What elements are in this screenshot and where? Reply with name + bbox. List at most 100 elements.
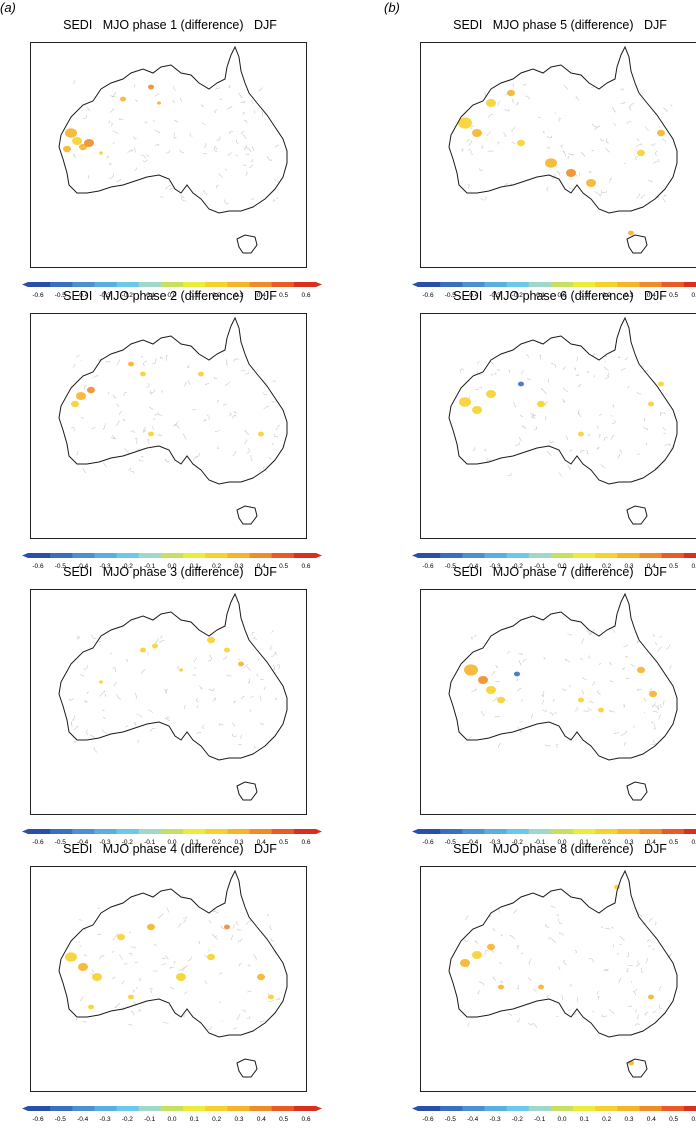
colorbar-tick-label: -0.3 xyxy=(489,292,501,299)
colorbar-tick-label: -0.1 xyxy=(534,563,546,570)
australia-coastline xyxy=(58,316,288,485)
tasmania-coastline xyxy=(236,505,258,525)
colorbar-segment xyxy=(94,553,118,558)
difference-patch xyxy=(224,924,230,930)
colorbar-segment xyxy=(661,829,685,834)
colorbar-segment xyxy=(462,829,485,834)
difference-patch xyxy=(464,664,478,676)
colorbar-tick-label: -0.5 xyxy=(55,839,67,846)
colorbar-segment xyxy=(116,1106,140,1111)
colorbar-segment xyxy=(227,553,251,558)
colorbar-tick-label: 0.6 xyxy=(691,839,696,846)
difference-patch xyxy=(497,696,505,704)
difference-patch xyxy=(99,151,103,155)
colorbar-tick-label: 0.1 xyxy=(580,839,589,846)
colorbar-tick-label: 0.0 xyxy=(557,292,566,299)
colorbar-segment xyxy=(528,282,552,287)
colorbar-tick-label: 0.3 xyxy=(624,563,633,570)
difference-patch xyxy=(128,361,134,367)
colorbar-segment xyxy=(271,282,295,287)
colorbar-tick-label: 0.2 xyxy=(212,1116,221,1123)
colorbar-segment xyxy=(72,553,95,558)
column-label: (b) xyxy=(384,0,400,15)
tasmania-coastline xyxy=(626,1058,648,1078)
colorbar-segment xyxy=(28,282,51,287)
colorbar-segment xyxy=(418,282,441,287)
colorbar-segment xyxy=(271,553,295,558)
difference-patch xyxy=(71,400,79,408)
colorbar-tick-label: 0.0 xyxy=(167,292,176,299)
difference-patch xyxy=(657,129,665,137)
colorbar-segment xyxy=(528,553,552,558)
colorbar-segment xyxy=(528,1106,552,1111)
difference-patch xyxy=(268,994,274,1000)
colorbar: -0.6 -0.5 -0.4 -0.3 -0.2 -0.1 0.0 0.1 0.2 0.3 0.4 0… xyxy=(20,280,324,302)
colorbar-tick-label: 0.0 xyxy=(557,839,566,846)
colorbar-segment xyxy=(138,282,162,287)
difference-patch xyxy=(157,101,161,105)
difference-patch xyxy=(578,431,584,437)
colorbar-tick-label: 0.6 xyxy=(301,839,310,846)
colorbar-segment xyxy=(418,829,441,834)
colorbar-segment xyxy=(484,282,508,287)
colorbar-segment xyxy=(138,1106,162,1111)
colorbar-tick-label: -0.4 xyxy=(467,1116,479,1123)
colorbar-tick-label: 0.1 xyxy=(190,1116,199,1123)
difference-patch xyxy=(65,128,77,138)
colorbar-tick-label: 0.5 xyxy=(669,292,678,299)
colorbar-segment xyxy=(440,553,463,558)
difference-patch xyxy=(498,984,504,990)
colorbar-tick-label: 0.4 xyxy=(647,563,656,570)
colorbar-tick-label: 0.6 xyxy=(301,1116,310,1123)
difference-patch xyxy=(637,666,645,674)
colorbar-segment xyxy=(183,1106,206,1111)
colorbar-tick-label: -0.5 xyxy=(445,563,457,570)
colorbar: -0.6 -0.5 -0.4 -0.3 -0.2 -0.1 0.0 0.1 0.2 0.3 0.4 0… xyxy=(20,827,324,849)
colorbar-tick-label: -0.4 xyxy=(467,563,479,570)
map-frame xyxy=(420,589,696,815)
colorbar-tick-label: -0.6 xyxy=(422,1116,434,1123)
tasmania-coastline xyxy=(626,505,648,525)
colorbar-segment xyxy=(418,553,441,558)
colorbar-tick-label: -0.5 xyxy=(55,1116,67,1123)
colorbar-tick-label: 0.1 xyxy=(580,292,589,299)
colorbar-segment xyxy=(116,282,140,287)
difference-patch xyxy=(458,117,472,129)
colorbar-tick-label: -0.2 xyxy=(122,1116,134,1123)
colorbar-tick-label: 0.2 xyxy=(212,839,221,846)
contour-lines xyxy=(75,907,281,1030)
map-frame xyxy=(30,42,307,268)
colorbar-segment xyxy=(160,553,184,558)
difference-patch xyxy=(140,647,146,653)
colorbar-segment xyxy=(440,829,463,834)
colorbar-tick-label: -0.3 xyxy=(489,563,501,570)
colorbar-tick-label: -0.5 xyxy=(445,839,457,846)
tasmania-coastline xyxy=(626,781,648,801)
colorbar-segment xyxy=(683,282,696,287)
colorbar-tick-label: -0.2 xyxy=(122,563,134,570)
colorbar-segment xyxy=(661,1106,685,1111)
colorbar-segment xyxy=(116,553,140,558)
colorbar-segment xyxy=(506,829,530,834)
difference-patch xyxy=(72,137,82,145)
panel-title: SEDI MJO phase 5 (difference) DJF xyxy=(453,18,667,32)
colorbar-segment xyxy=(138,829,162,834)
colorbar-segment xyxy=(28,1106,51,1111)
colorbar-tick-label: 0.5 xyxy=(279,563,288,570)
map-panel: SEDI MJO phase 1 (difference) DJF -0.6 -0.… xyxy=(20,18,350,308)
panel-title: SEDI MJO phase 4 (difference) DJF xyxy=(63,842,277,856)
colorbar-max-arrow xyxy=(316,553,322,558)
colorbar-tick-label: -0.5 xyxy=(55,563,67,570)
colorbar-tick-label: -0.3 xyxy=(489,1116,501,1123)
colorbar-tick-label: 0.6 xyxy=(691,563,696,570)
colorbar: -0.6 -0.5 -0.4 -0.3 -0.2 -0.1 0.0 0.1 0.2 0.3 0.4 0… xyxy=(20,1104,324,1126)
australia-map xyxy=(58,869,288,1078)
colorbar-tick-label: -0.4 xyxy=(77,839,89,846)
australia-map xyxy=(448,316,678,525)
colorbar-tick-label: 0.1 xyxy=(190,563,199,570)
colorbar-tick-label: 0.3 xyxy=(234,292,243,299)
colorbar-min-arrow xyxy=(412,1106,418,1111)
colorbar-tick-label: -0.4 xyxy=(77,1116,89,1123)
colorbar-tick-label: 0.2 xyxy=(602,1116,611,1123)
colorbar-tick-label: -0.4 xyxy=(77,292,89,299)
